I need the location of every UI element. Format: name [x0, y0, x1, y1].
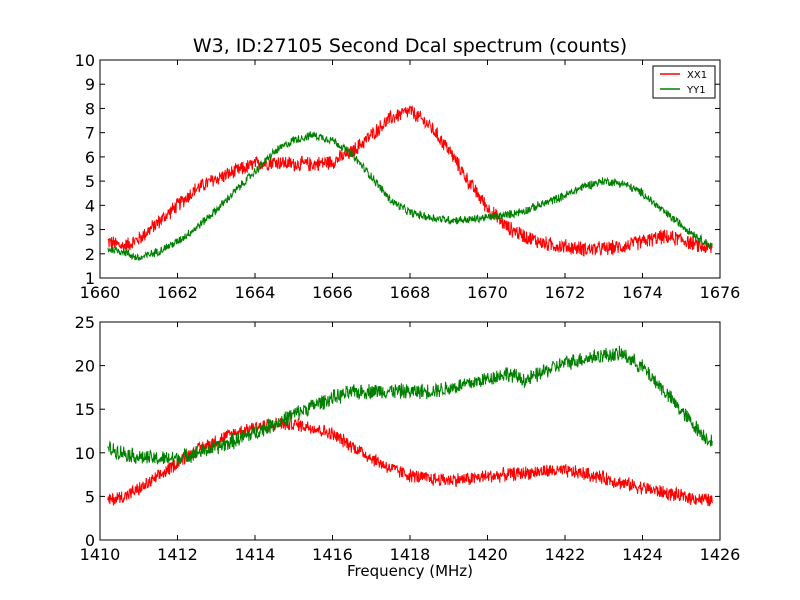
- top-x-tick-label: 1666: [312, 283, 353, 302]
- bottom-x-tick-label: 1412: [157, 545, 198, 564]
- bottom-y-tick-label: 0: [85, 531, 95, 550]
- bottom-y-tick-label: 5: [85, 487, 95, 506]
- top-y-tick-label: 4: [85, 196, 95, 215]
- bottom-y-tick-label: 25: [75, 313, 95, 332]
- bottom-x-tick-label: 1418: [390, 545, 431, 564]
- bottom-x-tick-label: 1410: [80, 545, 121, 564]
- top-y-tick-label: 2: [85, 245, 95, 264]
- bottom-plot-series: [107, 345, 713, 507]
- top-x-tick-label: 1660: [80, 283, 121, 302]
- top-y-tick-label: 10: [75, 51, 95, 70]
- bottom-y-tick-label: 10: [75, 444, 95, 463]
- bottom-series-0-line: [107, 415, 713, 507]
- top-x-tick-label: 1676: [700, 283, 741, 302]
- top-x-tick-label: 1672: [545, 283, 586, 302]
- top-y-tick-label: 7: [85, 124, 95, 143]
- bottom-y-tick-label: 15: [75, 400, 95, 419]
- bottom-plot-ticks: 1410 1412 1414 1416 1418 1420 1422 1424 1426 0 5 10…: [75, 313, 741, 564]
- top-series-xx1-line: [107, 105, 713, 257]
- bottom-x-tick-label: 1414: [235, 545, 276, 564]
- bottom-plot: 1410 1412 1414 1416 1418 1420 1422 1424 1426 0 5 10…: [75, 313, 741, 580]
- top-x-tick-label: 1668: [390, 283, 431, 302]
- top-plot-ticks: 1660 1662 1664 1666 1668 1670 1672 1674 1676 1 2 3 4…: [75, 51, 741, 302]
- bottom-plot-xlabel: Frequency (MHz): [347, 562, 473, 580]
- top-y-tick-label: 9: [85, 75, 95, 94]
- top-y-tick-label: 8: [85, 99, 95, 118]
- legend-label-xx1: XX1: [687, 70, 707, 81]
- top-series-yy1-line: [107, 131, 713, 262]
- bottom-y-tick-label: 20: [75, 357, 95, 376]
- top-x-tick-label: 1670: [467, 283, 508, 302]
- top-x-tick-label: 1662: [157, 283, 198, 302]
- top-plot: W3, ID:27105 Second Dcal spectrum (count…: [75, 35, 741, 302]
- bottom-x-tick-label: 1420: [467, 545, 508, 564]
- top-y-tick-label: 3: [85, 221, 95, 240]
- legend-label-yy1: YY1: [686, 85, 706, 96]
- top-y-tick-label: 5: [85, 172, 95, 191]
- bottom-plot-frame: [99, 321, 721, 541]
- bottom-x-tick-label: 1426: [700, 545, 741, 564]
- top-x-tick-label: 1674: [622, 283, 663, 302]
- top-y-tick-label: 6: [85, 148, 95, 167]
- bottom-x-tick-label: 1416: [312, 545, 353, 564]
- bottom-series-1-line: [107, 345, 713, 467]
- top-plot-series: [107, 105, 713, 262]
- legend-box: [652, 65, 716, 99]
- bottom-x-tick-label: 1424: [622, 545, 663, 564]
- top-plot-title: W3, ID:27105 Second Dcal spectrum (count…: [193, 35, 627, 57]
- legend: XX1 YY1: [652, 65, 716, 99]
- bottom-x-tick-label: 1422: [545, 545, 586, 564]
- top-x-tick-label: 1664: [235, 283, 276, 302]
- top-y-tick-label: 1: [85, 269, 95, 288]
